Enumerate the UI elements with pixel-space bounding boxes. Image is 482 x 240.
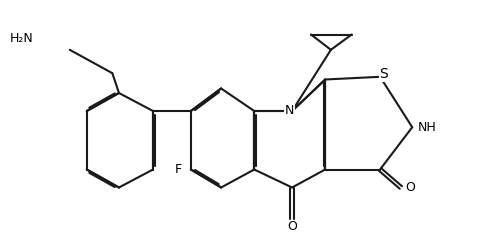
Text: NH: NH bbox=[418, 121, 437, 134]
Text: S: S bbox=[379, 67, 388, 81]
Text: F: F bbox=[175, 163, 182, 176]
Text: O: O bbox=[406, 181, 415, 194]
Text: H₂N: H₂N bbox=[10, 32, 34, 45]
Text: O: O bbox=[287, 220, 297, 234]
Text: N: N bbox=[285, 103, 295, 117]
